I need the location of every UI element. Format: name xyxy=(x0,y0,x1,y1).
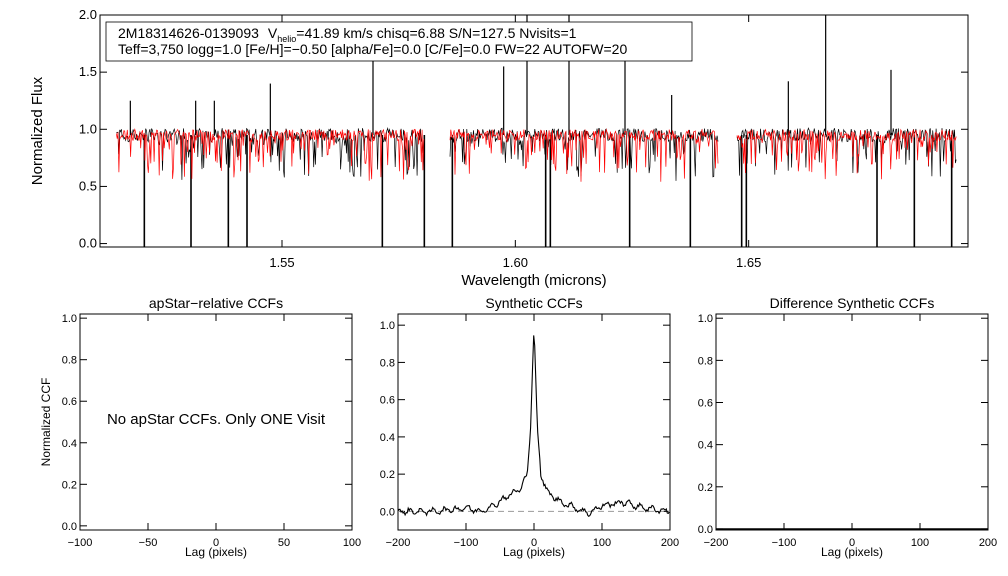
difference-axes-frame xyxy=(715,313,989,531)
spectrum-y-ticks: 0.0 0.5 1.0 1.5 2.0 xyxy=(79,7,968,251)
difference-y-tick-label: 0.6 xyxy=(698,398,713,410)
apstar-y-label: Normalized CCF xyxy=(39,378,53,467)
spectrum-x-tick-label: 1.60 xyxy=(503,255,528,270)
spectrum-y-tick-label: 1.0 xyxy=(79,121,97,136)
synthetic-y-tick-label: 1.0 xyxy=(380,320,395,332)
difference-x-tick-label: −200 xyxy=(704,537,729,549)
spectrum-x-tick-label: 1.55 xyxy=(269,255,294,270)
apstar-y-ticks: 0.0 0.2 0.4 0.6 0.8 1.0 xyxy=(62,313,352,533)
synthetic-title: Synthetic CCFs xyxy=(485,295,582,311)
apstar-x-tick-label: −100 xyxy=(68,537,93,549)
model-chip-3 xyxy=(736,128,957,180)
spectrum-y-tick-label: 2.0 xyxy=(79,7,97,22)
apstar-y-tick-label: 0.0 xyxy=(62,521,77,533)
difference-y-tick-label: 0.0 xyxy=(698,524,713,536)
star-id: 2M18314626-0139093 xyxy=(118,25,259,41)
synthetic-x-tick-label: 0 xyxy=(531,537,537,549)
spectrum-panel: 1.55 1.60 1.65 0.0 0.5 1.0 1.5 2.0 Wavelength … xyxy=(29,7,969,289)
model-chip-1 xyxy=(115,128,425,181)
synthetic-x-label: Lag (pixels) xyxy=(503,545,565,559)
vhelio-label: V xyxy=(268,25,278,41)
spectrum-y-tick-label: 0.0 xyxy=(79,236,97,251)
synthetic-y-tick-label: 0.6 xyxy=(380,395,395,407)
apstar-y-tick-label: 0.2 xyxy=(62,479,77,491)
synthetic-y-tick-label: 0.8 xyxy=(380,357,395,369)
apstar-x-ticks: −100 −50 0 50 100 xyxy=(68,314,361,549)
observed-spectrum xyxy=(116,15,957,247)
spectrum-axes-frame xyxy=(99,14,969,248)
model-chip-2 xyxy=(449,128,719,182)
synthetic-x-tick-label: 100 xyxy=(593,537,611,549)
vhelio-subscript: helio xyxy=(277,34,296,44)
apstar-x-label: Lag (pixels) xyxy=(185,545,247,559)
spectrum-y-tick-label: 1.5 xyxy=(79,64,97,79)
header-line-2: Teff=3,750 logg=1.0 [Fe/H]=−0.50 [alpha/… xyxy=(118,41,627,57)
synthetic-y-tick-label: 0.0 xyxy=(380,506,395,518)
apstar-y-tick-label: 0.8 xyxy=(62,355,77,367)
difference-x-ticks: −200 −100 0 100 200 xyxy=(704,314,997,549)
synthetic-ccf-plot xyxy=(397,335,670,518)
header-box xyxy=(105,21,693,62)
synthetic-x-tick-label: 200 xyxy=(661,537,679,549)
synthetic-axes-frame xyxy=(397,313,671,531)
difference-x-tick-label: 0 xyxy=(849,537,855,549)
synthetic-ccf-line xyxy=(397,335,670,518)
apstar-x-tick-label: 50 xyxy=(278,537,290,549)
difference-y-ticks: 0.0 0.2 0.4 0.6 0.8 1.0 xyxy=(698,313,988,536)
synthetic-x-tick-label: −100 xyxy=(454,537,479,549)
difference-x-tick-label: 200 xyxy=(979,537,997,549)
synthetic-x-tick-label: −200 xyxy=(386,537,411,549)
difference-x-tick-label: −100 xyxy=(772,537,797,549)
apstar-x-tick-label: −50 xyxy=(139,537,158,549)
spectrum-y-label: Normalized Flux xyxy=(29,76,46,185)
header-line-1: 2M18314626-0139093 Vhelio=41.89 km/s chis… xyxy=(118,25,577,44)
synthetic-x-ticks: −200 −100 0 100 200 xyxy=(386,314,679,549)
apstar-x-tick-label: 0 xyxy=(213,537,219,549)
apstar-y-tick-label: 0.4 xyxy=(62,438,77,450)
spectrum-x-tick-label: 1.65 xyxy=(736,255,761,270)
spectrum-y-tick-label: 0.5 xyxy=(79,178,97,193)
difference-y-tick-label: 0.4 xyxy=(698,440,713,452)
spectrum-x-label: Wavelength (microns) xyxy=(461,272,606,289)
difference-y-tick-label: 0.8 xyxy=(698,355,713,367)
no-ccf-message: No apStar CCFs. Only ONE Visit xyxy=(107,411,326,428)
synthetic-ccf-panel: Synthetic CCFs −200 −100 0 100 200 0.0 0.2 0.4… xyxy=(380,295,679,559)
apstar-y-tick-label: 1.0 xyxy=(62,313,77,325)
difference-x-tick-label: 100 xyxy=(911,537,929,549)
difference-ccf-panel: Difference Synthetic CCFs −200 −100 0 100 20… xyxy=(698,295,997,559)
synthetic-y-ticks: 0.0 0.2 0.4 0.6 0.8 1.0 xyxy=(380,320,670,518)
apstar-y-tick-label: 0.6 xyxy=(62,396,77,408)
spectrum-x-ticks: 1.55 1.60 1.65 xyxy=(269,15,761,270)
apstar-ccf-panel: apStar−relative CCFs −100 −50 0 50 100 0.00.… xyxy=(39,295,361,559)
apstar-x-tick-label: 100 xyxy=(343,537,361,549)
model-spectrum xyxy=(115,128,957,182)
synthetic-y-tick-label: 0.2 xyxy=(380,469,395,481)
difference-x-label: Lag (pixels) xyxy=(821,545,883,559)
header-stats: =41.89 km/s chisq=6.88 S/N=127.5 Nvisits… xyxy=(296,25,576,41)
apstar-title: apStar−relative CCFs xyxy=(149,295,283,311)
difference-title: Difference Synthetic CCFs xyxy=(770,295,935,311)
difference-y-tick-label: 0.2 xyxy=(698,482,713,494)
difference-y-tick-label: 1.0 xyxy=(698,313,713,325)
synthetic-y-tick-label: 0.4 xyxy=(380,432,395,444)
